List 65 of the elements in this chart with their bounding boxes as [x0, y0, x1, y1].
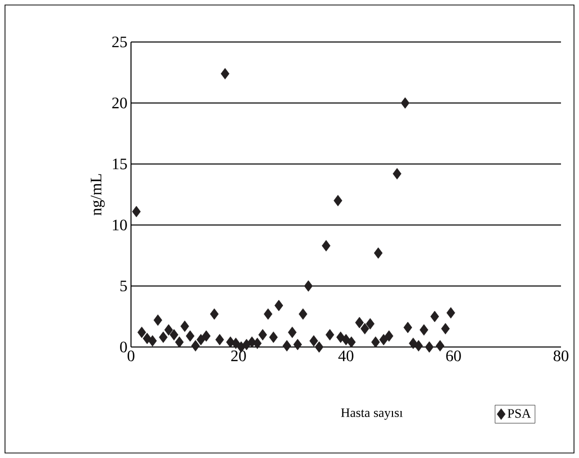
point [180, 320, 190, 332]
point [322, 240, 330, 252]
point [253, 338, 262, 350]
point [258, 329, 267, 340]
point [384, 330, 394, 342]
point [304, 280, 313, 292]
point [334, 194, 342, 206]
point [360, 323, 370, 334]
point [210, 308, 219, 320]
point [220, 68, 230, 80]
point [293, 338, 302, 350]
point [366, 318, 374, 330]
x-tick-label: 0 [128, 350, 134, 362]
point [355, 316, 364, 328]
legend-label: PSA [508, 409, 531, 418]
point [425, 341, 434, 353]
point [170, 329, 178, 340]
point [232, 338, 240, 350]
point [264, 308, 272, 320]
point [441, 323, 450, 334]
point [158, 332, 168, 343]
point [446, 307, 456, 319]
point [196, 334, 206, 346]
y-axis-title: ng/mL [90, 174, 105, 216]
point [326, 329, 334, 340]
point [137, 326, 146, 338]
point [379, 334, 388, 346]
point [298, 308, 308, 320]
point [154, 314, 162, 326]
x-tick-label: 20 [231, 350, 246, 362]
y-tick-label: 5 [120, 280, 127, 292]
point [414, 340, 423, 352]
x-axis-title: Hasta sayısı [341, 408, 403, 420]
point [420, 324, 428, 336]
y-tick-label: 20 [112, 98, 127, 108]
point [148, 335, 157, 347]
point [371, 336, 380, 348]
y-tick-label: 0 [120, 342, 127, 352]
point [400, 97, 410, 109]
point [191, 340, 200, 352]
point [374, 247, 383, 259]
point [202, 330, 211, 342]
point [347, 336, 356, 348]
point [274, 300, 284, 312]
y-tick-label: 10 [112, 220, 127, 230]
y-tick-label: 25 [112, 36, 127, 48]
point [342, 334, 350, 346]
x-tick-label: 80 [554, 350, 568, 362]
point [175, 336, 184, 348]
point [404, 322, 412, 334]
point [392, 168, 402, 180]
point [269, 332, 278, 343]
point [215, 334, 224, 346]
x-tick-label: 60 [446, 350, 461, 362]
x-tick-label: 40 [338, 350, 354, 362]
point [132, 206, 141, 218]
point [436, 340, 444, 352]
point [309, 335, 318, 347]
point [282, 340, 292, 352]
point [314, 341, 324, 353]
point [164, 324, 173, 336]
y-tick-label: 15 [112, 158, 127, 170]
point [186, 330, 194, 342]
point [288, 326, 297, 338]
point [430, 310, 439, 322]
